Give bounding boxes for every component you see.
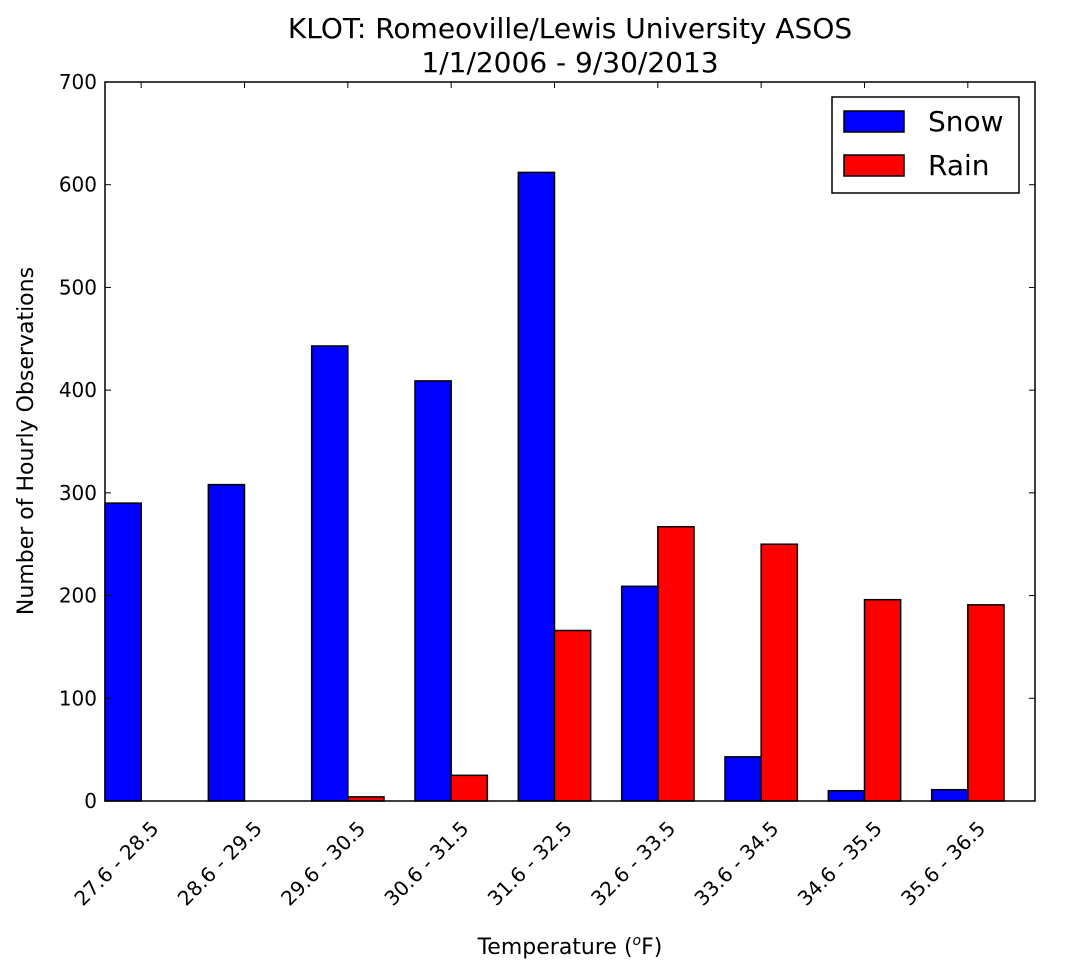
chart-title: KLOT: Romeoville/Lewis University ASOS bbox=[288, 12, 852, 45]
bar-snow-6 bbox=[724, 756, 762, 802]
bar-rain-7 bbox=[863, 598, 902, 802]
x-tick-label-6: 33.6 - 34.5 bbox=[689, 816, 783, 910]
bar-snow-8 bbox=[930, 788, 969, 802]
bar-rain-6 bbox=[760, 543, 799, 802]
plot-frame bbox=[104, 81, 1036, 802]
legend: Snow Rain bbox=[831, 96, 1020, 194]
bars-layer bbox=[104, 171, 1005, 802]
legend-label-snow: Snow bbox=[928, 105, 1004, 138]
legend-label-rain: Rain bbox=[928, 149, 990, 182]
x-tick-label-4: 31.6 - 32.5 bbox=[483, 816, 577, 910]
legend-swatch-rain bbox=[843, 154, 905, 177]
bar-rain-3 bbox=[450, 774, 489, 802]
x-tick-label-7: 34.6 - 35.5 bbox=[793, 816, 887, 910]
y-tick-label-0: 0 bbox=[84, 789, 97, 813]
x-tick-label-0: 27.6 - 28.5 bbox=[69, 816, 163, 910]
bar-rain-4 bbox=[553, 629, 592, 802]
x-tick-label-8: 35.6 - 36.5 bbox=[896, 816, 990, 910]
x-tick-label-5: 32.6 - 33.5 bbox=[586, 816, 680, 910]
y-tick-label-6: 600 bbox=[59, 173, 97, 197]
legend-swatch-snow bbox=[843, 110, 905, 133]
x-axis-label: Temperature (oF) bbox=[477, 933, 663, 960]
bar-snow-4 bbox=[517, 171, 556, 802]
x-tick-label-2: 29.6 - 30.5 bbox=[276, 816, 370, 910]
y-tick-label-7: 700 bbox=[59, 70, 97, 94]
y-axis-label: Number of Hourly Observations bbox=[14, 267, 39, 615]
bar-snow-2 bbox=[310, 345, 349, 802]
bar-rain-8 bbox=[967, 604, 1005, 802]
bar-snow-5 bbox=[620, 585, 659, 802]
bar-snow-1 bbox=[207, 483, 246, 802]
x-axis-label-suffix: F) bbox=[641, 935, 662, 960]
y-tick-label-3: 300 bbox=[59, 481, 97, 505]
bar-snow-0 bbox=[104, 502, 142, 802]
x-axis-label-text: Temperature ( bbox=[477, 935, 633, 960]
y-tick-label-1: 100 bbox=[59, 686, 97, 710]
y-tick-label-4: 400 bbox=[59, 378, 97, 402]
x-tick-label-1: 28.6 - 29.5 bbox=[173, 816, 267, 910]
bar-snow-3 bbox=[414, 380, 452, 802]
bar-rain-5 bbox=[657, 526, 695, 802]
chart-subtitle: 1/1/2006 - 9/30/2013 bbox=[421, 46, 718, 79]
y-tick-label-2: 200 bbox=[59, 584, 97, 608]
x-axis-label-superscript: o bbox=[633, 933, 642, 949]
x-tick-label-3: 30.6 - 31.5 bbox=[379, 816, 473, 910]
bar-snow-7 bbox=[827, 789, 866, 802]
y-tick-label-5: 500 bbox=[59, 275, 97, 299]
